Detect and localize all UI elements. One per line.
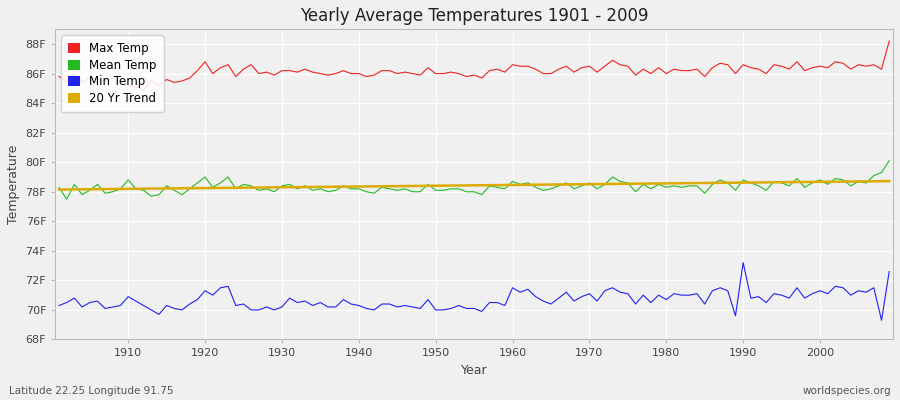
Mean Temp: [122, 178, 133, 182]
Min Temp: [876, 318, 886, 323]
Min Temp: [115, 303, 126, 308]
Min Temp: [507, 285, 517, 290]
Max Temp: [515, 64, 526, 69]
Line: Min Temp: Min Temp: [59, 263, 889, 320]
Max Temp: [884, 39, 895, 44]
Min Temp: [330, 304, 341, 309]
Max Temp: [507, 62, 517, 67]
Y-axis label: Temperature: Temperature: [7, 145, 20, 224]
Max Temp: [608, 58, 618, 63]
Max Temp: [338, 68, 349, 73]
Text: Latitude 22.25 Longitude 91.75: Latitude 22.25 Longitude 91.75: [9, 386, 174, 396]
Mean Temp: [338, 184, 349, 188]
Mean Temp: [884, 158, 895, 163]
Min Temp: [599, 288, 610, 293]
Mean Temp: [61, 197, 72, 202]
Min Temp: [500, 303, 510, 308]
Min Temp: [54, 303, 65, 308]
Mean Temp: [515, 182, 526, 187]
Min Temp: [284, 296, 295, 300]
Mean Temp: [507, 179, 517, 184]
Text: worldspecies.org: worldspecies.org: [803, 386, 891, 396]
Title: Yearly Average Temperatures 1901 - 2009: Yearly Average Temperatures 1901 - 2009: [300, 7, 648, 25]
Max Temp: [115, 82, 126, 86]
Legend: Max Temp, Mean Temp, Min Temp, 20 Yr Trend: Max Temp, Mean Temp, Min Temp, 20 Yr Tre…: [61, 35, 164, 112]
Max Temp: [292, 70, 302, 74]
Max Temp: [139, 88, 149, 92]
Mean Temp: [292, 186, 302, 191]
X-axis label: Year: Year: [461, 364, 488, 377]
Mean Temp: [54, 185, 65, 190]
Line: Mean Temp: Mean Temp: [59, 161, 889, 199]
Min Temp: [884, 269, 895, 274]
Line: Max Temp: Max Temp: [59, 41, 889, 90]
Mean Temp: [608, 174, 618, 179]
Max Temp: [54, 74, 65, 79]
Min Temp: [738, 260, 749, 265]
